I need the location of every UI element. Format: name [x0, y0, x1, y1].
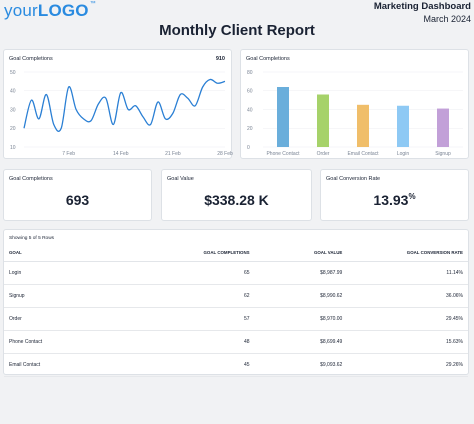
- cell-goal: Order: [4, 307, 181, 332]
- col-goal-value[interactable]: GOAL VALUE: [254, 244, 348, 262]
- line-chart-card: Goal Completions 910 10 20 30 40 50 7 Feb 14 F…: [3, 49, 233, 159]
- line-chart-x-tick: 14 Feb: [113, 151, 129, 157]
- col-goal-conversion-rate[interactable]: GOAL CONVERSION RATE: [347, 244, 468, 262]
- cell-goal: Email Contact: [4, 353, 181, 378]
- line-chart-y-tick: 20: [10, 126, 16, 132]
- table-row: Signup 62 $8,990.62 36.06%: [4, 284, 468, 308]
- cell-value: $8,699.49: [254, 330, 348, 355]
- bar-chart-y-tick: 20: [247, 126, 253, 132]
- cell-goal: Phone Contact: [4, 330, 181, 355]
- kpi-card-goal-conversion-rate: Goal Conversion Rate 13.93%: [320, 169, 469, 221]
- table-row: Email Contact 45 $9,093.62 29.26%: [4, 353, 468, 378]
- bar-chart-label: Goal Completions: [246, 56, 290, 62]
- goals-table-card: Showing 5 of 5 Rows GOAL GOAL COMPLETION…: [3, 229, 469, 378]
- bar-chart-x-tick: Login: [397, 151, 409, 157]
- bar-chart-bar: [317, 94, 329, 147]
- kpi-label: Goal Conversion Rate: [326, 176, 381, 182]
- line-chart-label: Goal Completions: [9, 56, 53, 62]
- bar-chart-card: Goal Completions 0 20 40 60 80 Phone Contact O…: [240, 49, 469, 159]
- col-goal-completions[interactable]: GOAL COMPLETIONS: [180, 244, 255, 262]
- bar-chart-y-tick: 80: [247, 70, 253, 76]
- bar-chart-y-tick: 40: [247, 107, 253, 113]
- line-chart-x-tick: 21 Feb: [165, 151, 181, 157]
- line-chart: 10 20 30 40 50 7 Feb 14 Feb 21 Feb 28 Feb: [10, 70, 233, 157]
- kpi-value: $338.28 K: [204, 192, 269, 208]
- line-chart-series: [23, 78, 226, 132]
- cell-conversion: 36.06%: [347, 284, 468, 308]
- bar-chart-x-tick: Signup: [435, 151, 451, 157]
- bar-chart-x-tick: Phone Contact: [266, 151, 300, 157]
- table-row: Order 57 $8,970.00 29.45%: [4, 307, 468, 332]
- line-chart-x-tick: 7 Feb: [62, 151, 75, 157]
- logo: yourLOGO™: [4, 1, 96, 21]
- dashboard-title: Marketing Dashboard: [373, 1, 471, 12]
- line-chart-y-tick: 10: [10, 145, 16, 151]
- line-chart-y-tick: 40: [10, 89, 16, 95]
- bar-chart: 0 20 40 60 80 Phone Contact Order Email Contact…: [247, 70, 463, 157]
- cell-completions: 65: [180, 261, 255, 285]
- cell-completions: 62: [180, 284, 255, 308]
- goals-table: GOAL GOAL COMPLETIONS GOAL VALUE GOAL CO…: [4, 244, 468, 378]
- cell-value: $8,987.99: [254, 261, 348, 285]
- cell-completions: 48: [180, 330, 255, 355]
- logo-your: your: [4, 1, 38, 20]
- cell-value: $8,990.62: [254, 284, 348, 308]
- header-info: Marketing Dashboard March 2024: [374, 1, 471, 24]
- line-chart-total: 910: [215, 56, 225, 62]
- report-period: March 2024: [423, 14, 471, 24]
- bar-chart-y-tick: 0: [247, 145, 250, 151]
- rows-count: Showing 5 of 5 Rows: [9, 236, 55, 241]
- logo-brand: LOGO: [37, 1, 89, 20]
- cell-value: $8,970.00: [254, 307, 348, 332]
- cell-goal: Signup: [4, 284, 181, 308]
- bar-chart-y-tick: 60: [247, 89, 253, 95]
- bar-chart-bar: [277, 87, 289, 147]
- cell-conversion: 29.26%: [347, 353, 468, 378]
- cell-goal: Login: [4, 261, 181, 285]
- kpi-card-goal-completions: Goal Completions 693: [3, 169, 152, 221]
- cell-completions: 45: [180, 353, 255, 378]
- cell-conversion: 11.14%: [347, 261, 468, 285]
- line-chart-x-tick: 28 Feb: [217, 151, 233, 157]
- kpi-label: Goal Completions: [9, 176, 53, 182]
- col-goal[interactable]: GOAL: [4, 244, 181, 262]
- bar-chart-bar: [437, 108, 449, 147]
- logo-tm: ™: [89, 1, 96, 7]
- kpi-label: Goal Value: [167, 176, 194, 182]
- kpi-value: 693: [65, 192, 90, 208]
- bar-chart-x-tick: Email Contact: [347, 151, 379, 157]
- bar-chart-x-tick: Order: [317, 151, 330, 157]
- kpi-value: 13.93%: [373, 192, 416, 208]
- line-chart-y-tick: 30: [10, 107, 16, 113]
- bar-chart-bar: [357, 104, 369, 147]
- cell-conversion: 15.63%: [347, 330, 468, 355]
- kpi-card-goal-value: Goal Value $338.28 K: [161, 169, 312, 221]
- table-row: Phone Contact 48 $8,699.49 15.63%: [4, 330, 468, 355]
- cell-value: $9,093.62: [254, 353, 348, 378]
- table-header-row: GOAL GOAL COMPLETIONS GOAL VALUE GOAL CO…: [4, 244, 468, 262]
- report-title: Monthly Client Report: [159, 22, 315, 39]
- cell-completions: 57: [180, 307, 255, 332]
- table-row: Login 65 $8,987.99 11.14%: [4, 261, 468, 285]
- cell-conversion: 29.45%: [347, 307, 468, 332]
- bar-chart-bar: [397, 105, 409, 147]
- line-chart-y-tick: 50: [10, 70, 16, 76]
